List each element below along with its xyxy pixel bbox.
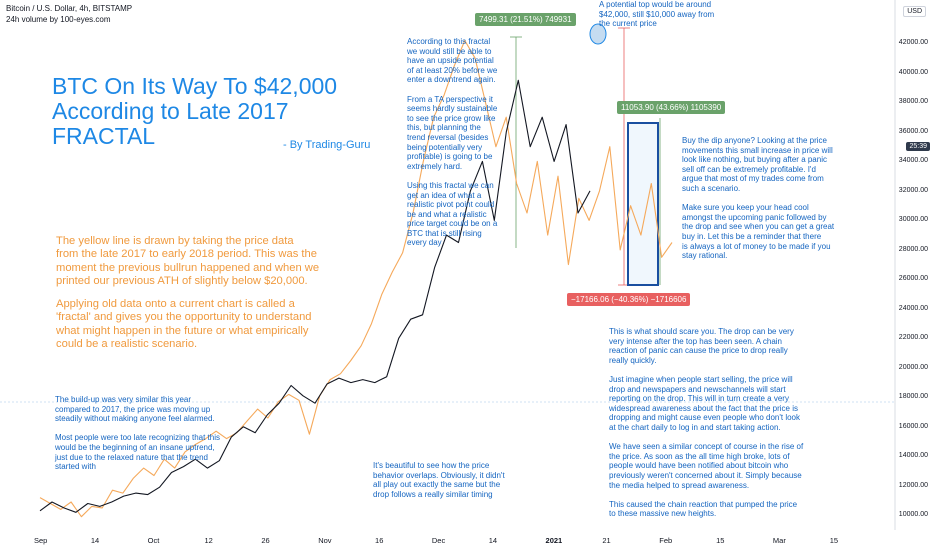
top-marker-circle [589, 23, 607, 45]
y-tick-label: 20000.00 [898, 363, 928, 371]
y-tick-label: 32000.00 [898, 186, 928, 194]
x-tick-label: Nov [318, 536, 332, 545]
x-tick-label: Feb [659, 536, 673, 545]
rise-badge-1: 7499.31 (21.51%) 749931 [475, 13, 576, 26]
y-tick-label: 38000.00 [898, 98, 928, 106]
y-tick-label: 18000.00 [898, 393, 928, 401]
x-tick-label: Sep [34, 536, 48, 545]
volume-label: 24h volume by 100-eyes.com [6, 15, 111, 24]
y-tick-label: 22000.00 [898, 334, 928, 342]
y-tick-label: 12000.00 [898, 481, 928, 489]
x-tick-label: Mar [772, 536, 786, 545]
x-tick-label: 16 [375, 536, 384, 545]
x-tick-label: 2021 [545, 536, 563, 545]
x-tick-label: 14 [90, 536, 100, 545]
chart-title: BTC On Its Way To $42,000 According to L… [52, 73, 338, 149]
symbol-label: Bitcoin / U.S. Dollar, 4h, BITSTAMP [6, 4, 133, 13]
byline: - By Trading-Guru [283, 139, 371, 151]
fractal-definition-note: Applying old data onto a current chart i… [56, 298, 312, 351]
y-tick-label: 34000.00 [898, 157, 928, 165]
overlap-note: It's beautiful to see how the price beha… [373, 461, 505, 499]
y-tick-label: 40000.00 [898, 68, 928, 76]
dip-note: Buy the dip anyone? Looking at the price… [682, 136, 835, 261]
y-tick-label: 42000.00 [898, 39, 928, 47]
fractal-2017-line [39, 39, 673, 518]
x-tick-label: 15 [829, 536, 839, 545]
btc-price-line [39, 79, 591, 513]
series-group [39, 39, 673, 518]
drop-badge: −17166.06 (−40.36%) −1716606 [567, 293, 691, 306]
currency-button[interactable]: USD [903, 6, 926, 17]
time-tag: 25:39 [906, 142, 930, 151]
y-tick-label: 26000.00 [898, 275, 928, 283]
x-tick-label: Oct [147, 536, 160, 545]
y-tick-label: 36000.00 [898, 127, 928, 135]
x-tick-label: 15 [716, 536, 725, 545]
x-tick-label: 21 [602, 536, 611, 545]
top-note: A potential top would be around $42,000,… [599, 0, 715, 29]
y-tick-label: 10000.00 [898, 511, 928, 519]
x-tick-label: 12 [204, 536, 213, 545]
y-tick-label: 14000.00 [898, 452, 928, 460]
upside-note: According to this fractal we would still… [407, 37, 498, 248]
buildup-note: The build-up was very similar this year … [55, 395, 220, 472]
y-tick-label: 28000.00 [898, 245, 928, 253]
rise-badge-2: 11053.90 (43.66%) 1105390 [617, 101, 726, 114]
x-tick-label: Dec [431, 536, 446, 545]
y-tick-label: 24000.00 [898, 304, 928, 312]
y-tick-label: 16000.00 [898, 422, 928, 430]
x-tick-label: 26 [261, 536, 270, 545]
yellow-line-note: The yellow line is drawn by taking the p… [56, 235, 320, 288]
scare-note: This is what should scare you. The drop … [609, 327, 804, 519]
x-tick-label: 14 [488, 536, 498, 545]
dip-zone-rect [627, 122, 659, 286]
y-tick-label: 30000.00 [898, 216, 928, 224]
